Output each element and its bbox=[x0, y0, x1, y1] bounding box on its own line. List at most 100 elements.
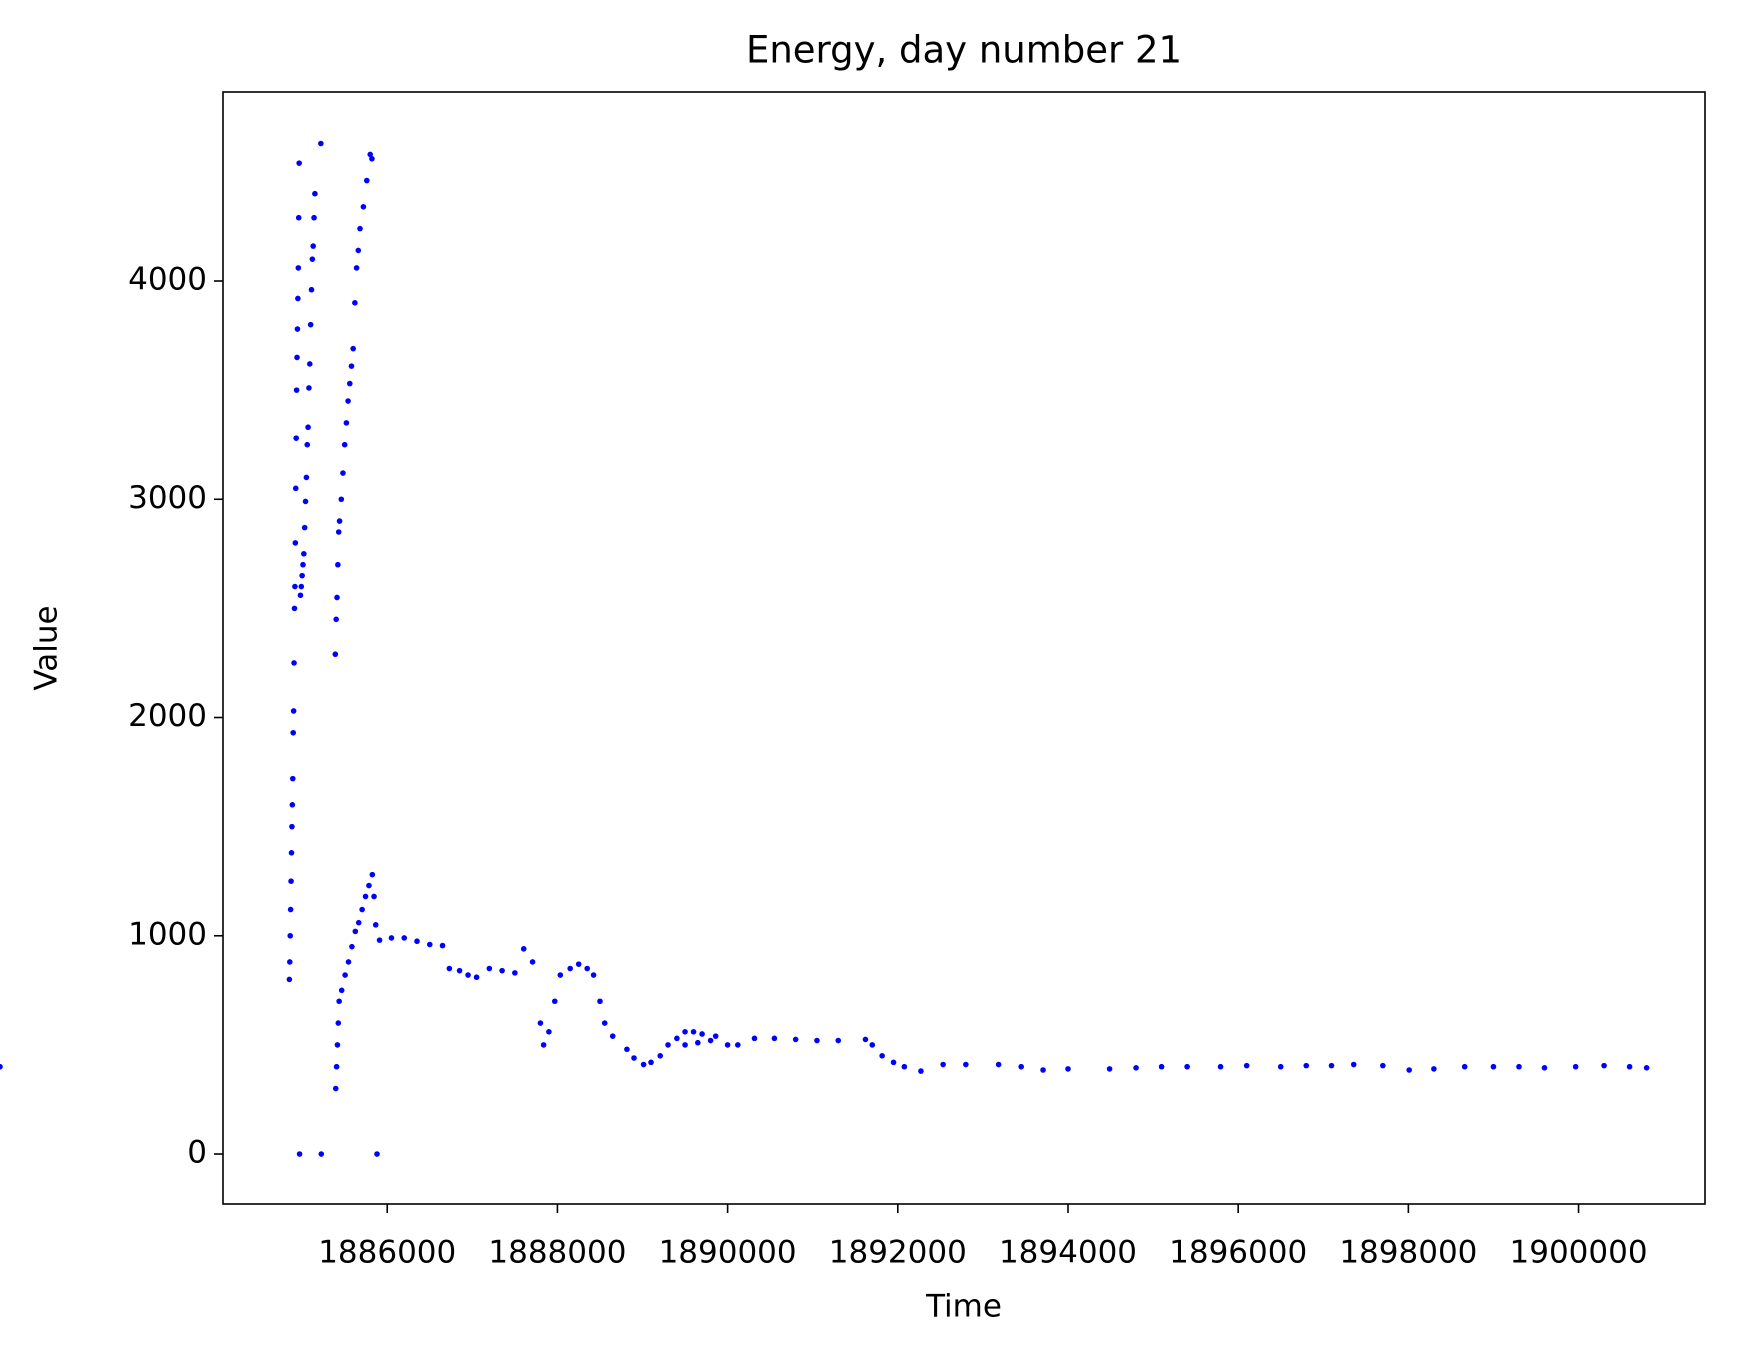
point bbox=[355, 247, 362, 254]
point bbox=[657, 1053, 664, 1059]
point bbox=[597, 998, 603, 1005]
point bbox=[288, 850, 295, 856]
point bbox=[286, 976, 293, 983]
point bbox=[291, 605, 298, 612]
point bbox=[290, 729, 297, 736]
point bbox=[376, 937, 383, 943]
point bbox=[584, 965, 591, 972]
point bbox=[294, 326, 301, 332]
point bbox=[862, 1036, 869, 1043]
point bbox=[311, 214, 317, 221]
point bbox=[771, 1035, 778, 1042]
point bbox=[303, 474, 310, 481]
point bbox=[293, 387, 300, 393]
point bbox=[371, 893, 377, 900]
point bbox=[1350, 1061, 1357, 1068]
point bbox=[306, 385, 312, 391]
point bbox=[1065, 1066, 1071, 1072]
point bbox=[294, 354, 300, 361]
point bbox=[374, 1151, 380, 1157]
point bbox=[366, 882, 372, 889]
y-tick-label: 3000 bbox=[128, 480, 207, 516]
point bbox=[301, 551, 307, 557]
point bbox=[346, 380, 353, 387]
point bbox=[289, 823, 295, 830]
x-axis-label: Time bbox=[925, 1289, 1002, 1325]
point bbox=[473, 974, 480, 981]
point bbox=[674, 1035, 680, 1042]
point bbox=[290, 708, 297, 714]
point bbox=[287, 906, 294, 913]
point bbox=[296, 1151, 303, 1157]
point bbox=[1184, 1063, 1190, 1070]
point bbox=[292, 485, 299, 492]
point bbox=[537, 1020, 544, 1026]
point bbox=[369, 871, 376, 878]
point bbox=[735, 1042, 741, 1048]
point bbox=[289, 802, 296, 808]
point bbox=[1490, 1063, 1497, 1070]
point bbox=[300, 561, 306, 568]
point bbox=[335, 561, 341, 568]
point bbox=[352, 928, 359, 935]
point bbox=[359, 906, 365, 913]
point bbox=[1380, 1062, 1386, 1069]
point bbox=[349, 943, 355, 950]
point bbox=[918, 1068, 924, 1074]
point bbox=[1572, 1063, 1579, 1070]
point bbox=[648, 1059, 654, 1066]
point bbox=[345, 398, 351, 404]
point bbox=[348, 363, 355, 369]
x-tick-label: 1896000 bbox=[1169, 1235, 1307, 1271]
point bbox=[751, 1035, 758, 1042]
point bbox=[288, 878, 294, 885]
x-tick-label: 1900000 bbox=[1510, 1235, 1648, 1271]
plot-frame bbox=[222, 91, 1706, 1205]
x-tick-label: 1892000 bbox=[829, 1235, 967, 1271]
point bbox=[1643, 1065, 1650, 1071]
y-tick-label: 0 bbox=[187, 1135, 207, 1171]
point bbox=[1018, 1063, 1024, 1070]
x-tick-label: 1890000 bbox=[659, 1235, 797, 1271]
point bbox=[305, 424, 311, 431]
point bbox=[1328, 1062, 1335, 1069]
point bbox=[699, 1031, 705, 1037]
point bbox=[682, 1028, 688, 1035]
point bbox=[293, 435, 299, 441]
point bbox=[295, 295, 301, 302]
point bbox=[690, 1028, 697, 1035]
point bbox=[1431, 1066, 1437, 1072]
point bbox=[963, 1061, 969, 1068]
point bbox=[299, 572, 305, 579]
point bbox=[342, 972, 348, 978]
point bbox=[304, 441, 311, 448]
point bbox=[1040, 1067, 1046, 1073]
x-tick-label: 1886000 bbox=[318, 1235, 456, 1271]
point bbox=[362, 893, 369, 900]
point bbox=[292, 540, 299, 546]
y-tick-label: 1000 bbox=[128, 916, 207, 952]
point bbox=[336, 518, 343, 524]
point bbox=[289, 775, 296, 782]
point bbox=[360, 204, 367, 210]
point bbox=[590, 972, 597, 978]
point bbox=[340, 470, 346, 476]
point bbox=[814, 1037, 820, 1044]
point bbox=[1541, 1065, 1548, 1071]
point bbox=[879, 1053, 885, 1059]
point bbox=[307, 321, 314, 328]
point bbox=[609, 1033, 616, 1039]
point bbox=[557, 972, 564, 978]
point bbox=[707, 1037, 714, 1044]
point bbox=[291, 660, 297, 666]
y-tick-label: 2000 bbox=[128, 698, 207, 734]
point bbox=[332, 651, 339, 658]
point bbox=[334, 1042, 341, 1048]
point bbox=[308, 286, 315, 293]
point bbox=[353, 265, 360, 271]
point bbox=[567, 965, 573, 972]
point bbox=[414, 938, 420, 945]
point bbox=[297, 592, 304, 599]
point bbox=[310, 243, 316, 249]
